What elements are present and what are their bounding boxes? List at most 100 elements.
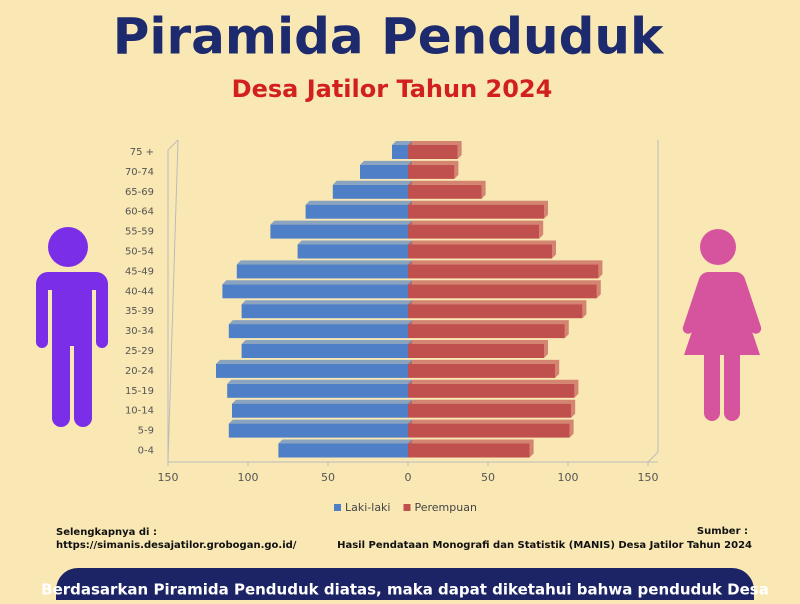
source-text: Hasil Pendataan Monografi dan Statistik … bbox=[337, 540, 752, 551]
bar bbox=[228, 423, 408, 438]
y-tick-label: 70-74 bbox=[125, 167, 154, 178]
bar-depth bbox=[408, 141, 462, 159]
bar bbox=[232, 403, 408, 418]
bar-depth bbox=[408, 419, 574, 438]
y-tick-label: 30-34 bbox=[125, 326, 154, 337]
bar bbox=[241, 304, 408, 319]
more-label: Selengkapnya di : bbox=[56, 527, 157, 538]
bar-depth bbox=[232, 399, 412, 418]
legend-label: Laki-laki bbox=[345, 501, 391, 514]
bar-depth bbox=[408, 160, 459, 179]
bar-depth bbox=[408, 379, 579, 398]
bar-depth bbox=[408, 340, 548, 358]
y-tick-label: 25-29 bbox=[125, 346, 154, 357]
bar bbox=[408, 164, 455, 179]
bar bbox=[278, 443, 408, 458]
bar-depth bbox=[270, 220, 412, 239]
legend-label: Perempuan bbox=[415, 501, 477, 514]
bar bbox=[297, 244, 408, 259]
bar bbox=[408, 304, 583, 319]
x-tick-label: 150 bbox=[638, 471, 659, 484]
bar-depth bbox=[408, 300, 587, 319]
y-tick-label: 15-19 bbox=[125, 386, 154, 397]
bar bbox=[270, 224, 408, 239]
bar-depth bbox=[305, 200, 412, 219]
bar-depth bbox=[408, 359, 560, 378]
y-tick-label: 55-59 bbox=[125, 227, 154, 238]
bar-depth bbox=[228, 320, 412, 339]
bar bbox=[222, 284, 408, 299]
bar-depth bbox=[408, 200, 548, 219]
bar bbox=[227, 383, 408, 398]
x-tick-label: 50 bbox=[321, 471, 335, 484]
y-tick-label: 5-9 bbox=[138, 426, 154, 437]
chart-title: Piramida Penduduk bbox=[113, 8, 665, 66]
bar-depth bbox=[241, 340, 412, 358]
bar-depth bbox=[408, 320, 569, 339]
bar bbox=[408, 423, 570, 438]
x-tick-label: 50 bbox=[481, 471, 495, 484]
summary-text: Berdasarkan Piramida Penduduk diatas, ma… bbox=[41, 581, 769, 599]
y-tick-label: 60-64 bbox=[125, 207, 154, 218]
bar bbox=[408, 145, 458, 159]
bar bbox=[408, 284, 597, 299]
more-url: https://simanis.desajatilor.grobogan.go.… bbox=[56, 540, 297, 551]
bar-depth bbox=[222, 280, 412, 299]
y-tick-label: 50-54 bbox=[125, 247, 154, 258]
bar-depth bbox=[227, 379, 412, 398]
bar-depth bbox=[228, 419, 412, 438]
bar-depth bbox=[332, 180, 412, 199]
y-tick-label: 10-14 bbox=[125, 406, 154, 417]
bar bbox=[360, 164, 408, 179]
bar bbox=[408, 344, 544, 358]
y-tick-label: 40-44 bbox=[125, 286, 154, 297]
bar bbox=[408, 403, 572, 418]
bar-depth bbox=[408, 399, 576, 418]
x-tick-label: 150 bbox=[158, 471, 179, 484]
bar bbox=[408, 244, 552, 259]
male-icon bbox=[36, 227, 108, 427]
bar bbox=[408, 264, 599, 279]
bar bbox=[332, 184, 408, 199]
bar-depth bbox=[278, 439, 412, 458]
chart-subtitle: Desa Jatilor Tahun 2024 bbox=[232, 75, 553, 103]
y-tick-label: 65-69 bbox=[125, 187, 154, 198]
y-tick-label: 75 + bbox=[130, 147, 154, 158]
bar-depth bbox=[360, 160, 412, 179]
bar bbox=[392, 145, 408, 159]
bar bbox=[216, 363, 408, 378]
summary-box bbox=[56, 568, 754, 604]
x-tick-label: 0 bbox=[405, 471, 412, 484]
bar bbox=[236, 264, 408, 279]
bar bbox=[228, 324, 408, 339]
bar-depth bbox=[216, 359, 412, 378]
source-label: Sumber : bbox=[697, 526, 748, 537]
plot-frame bbox=[167, 139, 659, 463]
bar bbox=[408, 443, 530, 458]
bar bbox=[408, 224, 540, 239]
y-tick-label: 45-49 bbox=[125, 266, 154, 277]
y-tick-label: 35-39 bbox=[125, 306, 154, 317]
bar-depth bbox=[408, 240, 556, 259]
bar bbox=[408, 324, 565, 339]
bar bbox=[408, 184, 482, 199]
bar-depth bbox=[297, 240, 412, 259]
bar bbox=[408, 383, 575, 398]
bar-depth bbox=[241, 300, 412, 319]
x-tick-label: 100 bbox=[238, 471, 259, 484]
y-tick-label: 0-4 bbox=[138, 446, 154, 457]
bar-depth bbox=[408, 439, 534, 458]
bar-depth bbox=[408, 260, 603, 279]
bar-depth bbox=[236, 260, 412, 279]
x-tick-label: 100 bbox=[558, 471, 579, 484]
legend-swatch bbox=[334, 504, 341, 511]
bar bbox=[408, 204, 544, 219]
bar bbox=[305, 204, 408, 219]
bar-depth bbox=[408, 180, 486, 199]
bar bbox=[241, 344, 408, 358]
female-icon bbox=[682, 229, 762, 421]
y-tick-label: 20-24 bbox=[125, 366, 154, 377]
bar-depth bbox=[408, 280, 601, 299]
